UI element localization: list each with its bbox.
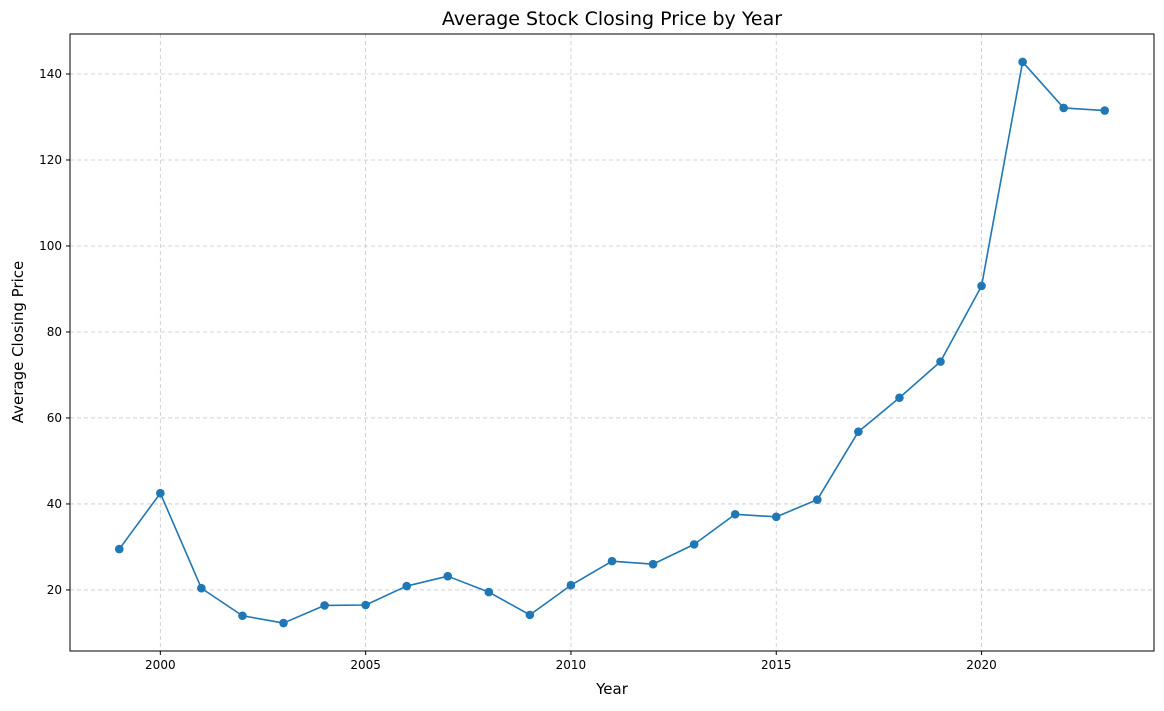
data-point bbox=[402, 581, 411, 591]
y-tick-label: 40 bbox=[47, 497, 62, 511]
data-point bbox=[320, 601, 329, 610]
y-tick-label: 20 bbox=[47, 583, 62, 597]
x-tick-label: 2020 bbox=[966, 658, 997, 672]
data-point bbox=[1100, 106, 1110, 115]
data-point bbox=[443, 571, 453, 581]
data-point bbox=[197, 583, 206, 593]
x-tick-label: 2000 bbox=[145, 658, 176, 672]
data-point bbox=[566, 580, 576, 590]
y-tick-label: 140 bbox=[39, 67, 62, 81]
data-point bbox=[854, 427, 863, 437]
data-point bbox=[114, 544, 124, 554]
data-point bbox=[1018, 57, 1027, 67]
data-point bbox=[977, 281, 986, 291]
data-point bbox=[238, 611, 247, 621]
series-layer bbox=[114, 57, 1110, 628]
data-point bbox=[730, 509, 740, 519]
x-tick-label: 2010 bbox=[556, 658, 587, 672]
y-tick-label: 80 bbox=[47, 325, 62, 339]
data-point bbox=[895, 393, 904, 403]
data-point bbox=[525, 610, 535, 620]
data-point bbox=[689, 540, 699, 549]
plot-frame bbox=[69, 33, 1155, 652]
series-line bbox=[118, 61, 1105, 624]
data-point bbox=[361, 600, 370, 610]
y-tick-label: 60 bbox=[47, 411, 62, 425]
data-point bbox=[607, 556, 617, 566]
y-tick-label: 120 bbox=[39, 153, 62, 167]
data-point bbox=[813, 495, 822, 504]
data-point bbox=[1059, 103, 1068, 113]
y-axis-label: Average Closing Price bbox=[9, 261, 27, 424]
data-point bbox=[156, 488, 165, 498]
chart-title: Average Stock Closing Price by Year bbox=[442, 8, 782, 30]
data-point bbox=[279, 618, 288, 628]
data-point bbox=[936, 357, 945, 366]
data-point bbox=[484, 587, 494, 597]
y-tick-label: 100 bbox=[39, 239, 62, 253]
x-axis-label: Year bbox=[595, 680, 629, 698]
x-tick-label: 2005 bbox=[350, 658, 381, 672]
grid-lines bbox=[70, 34, 1154, 651]
data-point bbox=[771, 512, 781, 522]
data-point bbox=[648, 559, 658, 569]
x-tick-label: 2015 bbox=[761, 658, 792, 672]
